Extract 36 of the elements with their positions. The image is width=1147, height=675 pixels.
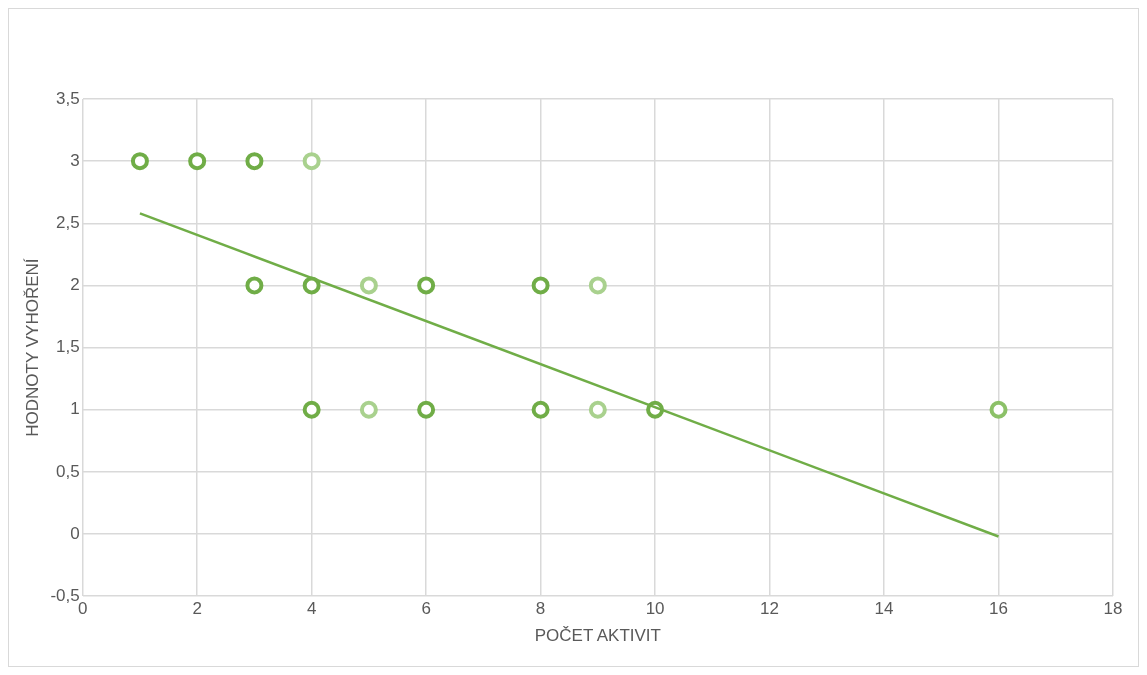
point — [302, 276, 321, 295]
x-tick-label: 12 — [760, 599, 780, 619]
point — [245, 276, 264, 295]
x-tick-label: 2 — [192, 599, 202, 619]
x-tick-label: 16 — [989, 599, 1008, 619]
x-tick-label: 14 — [874, 599, 894, 619]
point — [188, 152, 207, 171]
y-axis-title: HODNOTY VYHOŘENÍ — [22, 258, 42, 437]
point — [588, 400, 607, 419]
y-tick-label: 2 — [70, 275, 80, 295]
y-tick-label: 0,5 — [56, 461, 80, 481]
point — [417, 276, 436, 295]
x-tick-label: 6 — [421, 599, 431, 619]
x-tick-label: 8 — [535, 599, 546, 619]
point — [302, 400, 321, 419]
y-tick-label: 3,5 — [56, 88, 80, 108]
y-tick-label: 1 — [70, 399, 80, 419]
point — [531, 276, 550, 295]
x-tick-label: 10 — [645, 599, 665, 619]
point — [245, 152, 264, 171]
point — [130, 152, 149, 171]
point — [359, 400, 378, 419]
y-tick-label: 3 — [70, 150, 80, 170]
point — [531, 400, 550, 419]
y-tick-label: -0,5 — [50, 585, 80, 605]
point — [588, 276, 607, 295]
point — [359, 276, 378, 295]
y-tick-label: 0 — [70, 523, 80, 543]
x-tick-label: 4 — [306, 599, 317, 619]
x-axis-title: POČET AKTIVIT — [534, 626, 661, 646]
x-tick-label: 18 — [1103, 599, 1123, 619]
point — [989, 400, 1008, 419]
point — [302, 152, 321, 171]
y-tick-label: 2,5 — [56, 212, 80, 232]
point — [417, 400, 436, 419]
y-tick-label: 1,5 — [56, 337, 80, 357]
